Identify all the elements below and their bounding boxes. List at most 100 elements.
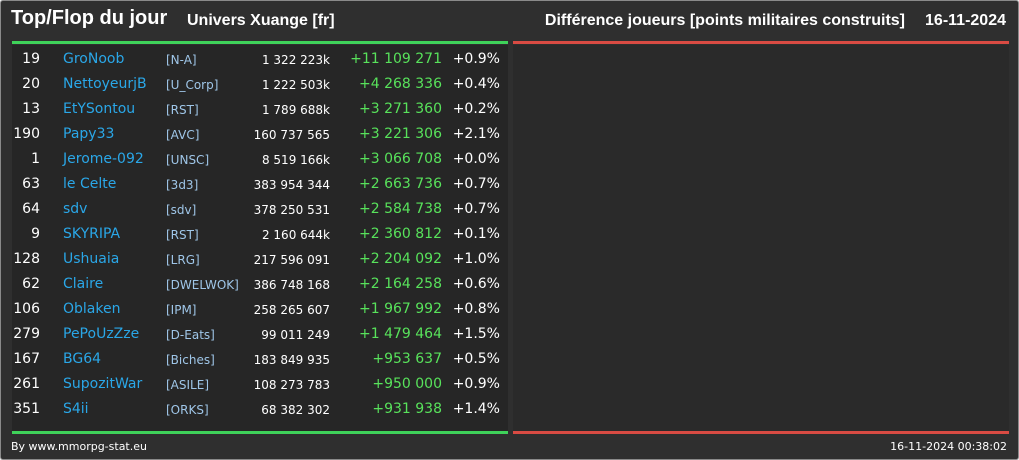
player-name-link[interactable]: S4ii [63, 401, 89, 417]
player-points: 2 160 644k [261, 228, 330, 242]
player-rank: 128 [13, 251, 40, 267]
top-bar-upper [12, 41, 508, 44]
points-delta: +3 221 306 [359, 126, 442, 142]
points-delta: +4 268 336 [359, 76, 442, 92]
player-name-link[interactable]: PePoUzZze [63, 326, 140, 342]
alliance-tag[interactable]: [D-Eats] [166, 328, 215, 342]
player-name-link[interactable]: Papy33 [63, 126, 115, 142]
flop-bar-lower [513, 431, 1009, 434]
percent-change: +0.4% [452, 76, 500, 92]
player-points: 183 849 935 [253, 353, 330, 367]
player-name-link[interactable]: SupozitWar [63, 376, 143, 392]
points-delta: +950 000 [372, 376, 442, 392]
alliance-tag[interactable]: [N-A] [166, 53, 197, 67]
player-name-link[interactable]: GroNoob [63, 51, 125, 67]
points-delta: +2 584 738 [359, 201, 442, 217]
player-rank: 351 [13, 401, 40, 417]
table-row: 9 SKYRIPA [RST] 2 160 644k +2 360 812 +0.1% [12, 223, 508, 248]
percent-change: +1.4% [452, 401, 500, 417]
player-points: 217 596 091 [253, 253, 330, 267]
universe-label: Univers Xuange [fr] [187, 12, 335, 29]
player-points: 1 222 503k [261, 78, 330, 92]
player-name-link[interactable]: Claire [63, 276, 104, 292]
percent-change: +0.9% [452, 376, 500, 392]
table-row: 19 GroNoob [N-A] 1 322 223k +11 109 271 +0.9% [12, 48, 508, 73]
player-name-link[interactable]: NettoyeurjB [63, 76, 147, 92]
table-row: 279 PePoUzZze [D-Eats] 99 011 249 +1 479 464… [12, 323, 508, 348]
alliance-tag[interactable]: [Biches] [166, 353, 215, 367]
player-name-link[interactable]: SKYRIPA [63, 226, 121, 242]
points-delta: +3 271 360 [359, 101, 442, 117]
alliance-tag[interactable]: [ORKS] [166, 403, 209, 417]
points-delta: +3 066 708 [359, 151, 442, 167]
player-name-link[interactable]: Ushuaia [63, 251, 120, 267]
table-row: 351 S4ii [ORKS] 68 382 302 +931 938 +1.4% [12, 398, 508, 423]
table-row: 62 Claire [DWELWOK] 386 748 168 +2 164 258 +0… [12, 273, 508, 298]
player-points: 1 789 688k [261, 103, 330, 117]
alliance-tag[interactable]: [IPM] [166, 303, 197, 317]
alliance-tag[interactable]: [sdv] [166, 203, 197, 217]
percent-change: +0.0% [452, 151, 500, 167]
player-rank: 64 [22, 201, 40, 217]
top-bar-lower [12, 431, 508, 434]
player-rank: 190 [13, 126, 40, 142]
alliance-tag[interactable]: [RST] [166, 228, 199, 242]
percent-change: +0.7% [452, 201, 500, 217]
player-name-link[interactable]: EtYSontou [63, 101, 136, 117]
alliance-tag[interactable]: [ASILE] [166, 378, 209, 392]
alliance-tag[interactable]: [DWELWOK] [166, 278, 239, 292]
player-name-link[interactable]: BG64 [63, 351, 102, 367]
points-delta: +2 663 736 [359, 176, 442, 192]
player-points: 378 250 531 [253, 203, 330, 217]
player-points: 258 265 607 [253, 303, 330, 317]
player-rank: 9 [31, 226, 40, 242]
alliance-tag[interactable]: [AVC] [166, 128, 200, 142]
player-rank: 13 [22, 101, 40, 117]
player-name-link[interactable]: sdv [63, 201, 88, 217]
flop-bar-upper [513, 41, 1009, 44]
player-rank: 279 [13, 326, 40, 342]
table-row: 13 EtYSontou [RST] 1 789 688k +3 271 360 +0.2… [12, 98, 508, 123]
player-points: 160 737 565 [253, 128, 330, 142]
metric-label: Différence joueurs [points militaires co… [544, 12, 905, 29]
player-rank: 106 [13, 301, 40, 317]
player-rank: 19 [22, 51, 40, 67]
player-points: 68 382 302 [261, 403, 330, 417]
player-rank: 167 [13, 351, 40, 367]
percent-change: +0.8% [452, 301, 500, 317]
alliance-tag[interactable]: [3d3] [166, 178, 199, 192]
header-date: 16-11-2024 [925, 12, 1006, 29]
points-delta: +931 938 [372, 401, 442, 417]
table-row: 190 Papy33 [AVC] 160 737 565 +3 221 306 +2.1% [12, 123, 508, 148]
player-rank: 62 [22, 276, 40, 292]
percent-change: +0.6% [452, 276, 500, 292]
player-points: 1 322 223k [261, 53, 330, 67]
player-points: 8 519 166k [261, 153, 330, 167]
player-rank: 20 [22, 76, 40, 92]
credit-link[interactable]: By www.mmorpg-stat.eu [11, 440, 147, 453]
points-delta: +1 967 992 [359, 301, 442, 317]
alliance-tag[interactable]: [LRG] [166, 253, 200, 267]
table-row: 128 Ushuaia [LRG] 217 596 091 +2 204 092 +1.0… [12, 248, 508, 273]
player-rank: 1 [31, 151, 40, 167]
alliance-tag[interactable]: [RST] [166, 103, 199, 117]
percent-change: +0.1% [452, 226, 500, 242]
footer-timestamp: 16-11-2024 00:38:02 [890, 440, 1007, 453]
top-players-list: 19 GroNoob [N-A] 1 322 223k +11 109 271 +0.9%… [12, 45, 508, 431]
table-row: 20 NettoyeurjB [U_Corp] 1 222 503k +4 268 33… [12, 73, 508, 98]
player-name-link[interactable]: Oblaken [63, 301, 121, 317]
player-points: 99 011 249 [261, 328, 330, 342]
flop-players-list [513, 45, 1009, 431]
player-rank: 261 [13, 376, 40, 392]
percent-change: +0.2% [452, 101, 500, 117]
player-name-link[interactable]: Jerome-092 [63, 151, 144, 167]
player-name-link[interactable]: le Celte [63, 176, 117, 192]
alliance-tag[interactable]: [U_Corp] [166, 78, 219, 92]
page-title: Top/Flop du jour [11, 7, 168, 29]
percent-change: +0.5% [452, 351, 500, 367]
table-row: 63 le Celte [3d3] 383 954 344 +2 663 736 +0.7… [12, 173, 508, 198]
percent-change: +1.0% [452, 251, 500, 267]
alliance-tag[interactable]: [UNSC] [166, 153, 210, 167]
table-row: 167 BG64 [Biches] 183 849 935 +953 637 +0.5% [12, 348, 508, 373]
